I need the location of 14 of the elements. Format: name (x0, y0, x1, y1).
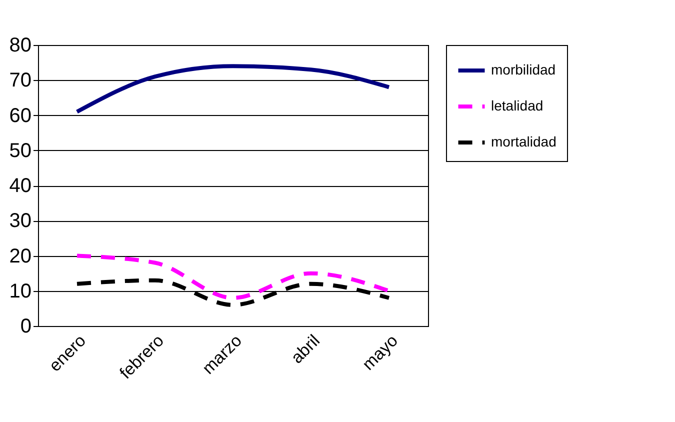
y-tick-label: 20 (9, 245, 32, 268)
y-tick-label: 0 (20, 316, 32, 338)
legend-label: morbilidad (491, 62, 556, 78)
line-series (75, 64, 391, 114)
legend-label: mortalidad (491, 134, 556, 150)
legend-label: letalidad (491, 98, 544, 114)
y-tick-label: 10 (9, 280, 32, 302)
y-tick-label: 80 (9, 34, 32, 56)
y-tick-label: 70 (9, 70, 32, 92)
y-tick-label: 50 (9, 140, 32, 162)
line-series (75, 254, 391, 300)
y-tick-label: 30 (9, 210, 32, 232)
y-tick-label: 40 (9, 175, 32, 197)
y-tick-label: 60 (9, 104, 32, 127)
